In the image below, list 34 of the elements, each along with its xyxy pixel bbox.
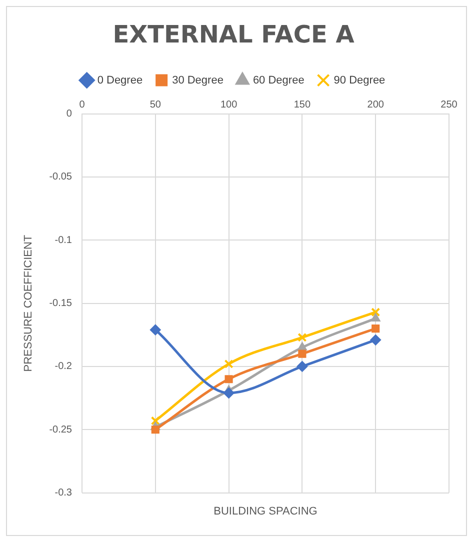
- legend-label: 90 Degree: [334, 74, 386, 86]
- point: [372, 324, 380, 333]
- x-tick-label: 100: [220, 100, 238, 111]
- point: [370, 334, 382, 346]
- point: [370, 312, 380, 322]
- point: [371, 308, 380, 317]
- point: [298, 350, 306, 358]
- y-tick-label: -0.15: [49, 298, 72, 310]
- x-tick-label: 0: [79, 100, 86, 111]
- point: [298, 332, 307, 342]
- point: [151, 426, 160, 434]
- chart-title: EXTERNAL FACE A: [112, 20, 355, 49]
- y-tick-label: -0.2: [54, 361, 72, 372]
- point: [297, 342, 308, 351]
- y-axis-title: PRESSURE COEFFICIENT: [22, 234, 35, 372]
- point: [150, 324, 161, 336]
- x-tick-label: 200: [367, 100, 384, 111]
- legend-label: 0 Degree: [97, 74, 143, 86]
- y-tick-label: -0.25: [49, 424, 72, 436]
- y-tick-label: -0.1: [54, 234, 72, 246]
- x-tick-label: 50: [150, 100, 162, 111]
- point: [223, 387, 234, 398]
- y-tick-label: 0: [66, 108, 72, 120]
- point: [296, 360, 308, 372]
- point: [224, 359, 234, 368]
- legend-label: 60 Degree: [252, 74, 304, 86]
- x-axis-title: BUILDING SPACING: [214, 505, 318, 518]
- y-tick-label: -0.3: [54, 488, 72, 499]
- x-tick-label: 150: [294, 100, 311, 111]
- point: [224, 375, 233, 384]
- x-tick-label: 250: [440, 100, 458, 111]
- y-tick-label: -0.05: [49, 172, 72, 183]
- legend-label: 30 Degree: [172, 74, 224, 86]
- point: [150, 416, 160, 426]
